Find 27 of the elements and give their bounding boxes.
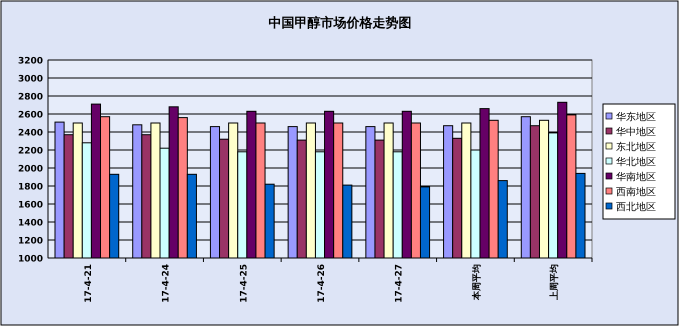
y-tick-label: 1400 (18, 218, 43, 228)
x-tick-label: 17-4-27 (394, 264, 405, 303)
legend-label: 华北地区 (616, 156, 656, 168)
legend-label: 华东地区 (616, 111, 656, 123)
y-tick-label: 2800 (18, 92, 43, 102)
chart-title: 中国甲醇市场价格走势图 (268, 15, 412, 31)
legend-label: 西南地区 (616, 186, 656, 198)
legend-label: 西北地区 (616, 201, 656, 213)
y-tick-label: 2600 (18, 110, 43, 120)
x-tick-label: 本周平均 (471, 264, 482, 301)
legend-label: 华南地区 (616, 171, 656, 183)
x-tick-label: 上周平均 (549, 264, 560, 301)
y-tick-label: 3000 (18, 74, 43, 84)
x-tick-label: 17-4-21 (84, 264, 94, 303)
y-tick-label: 2400 (18, 128, 43, 138)
y-tick-label: 2200 (18, 146, 43, 156)
x-tick-label: 17-4-26 (317, 264, 327, 303)
y-tick-label: 1800 (18, 182, 43, 192)
y-tick-label: 2000 (18, 164, 43, 174)
x-tick-label: 17-4-24 (162, 264, 172, 303)
y-tick-label: 3200 (18, 56, 43, 66)
legend-label: 华中地区 (616, 126, 656, 138)
x-tick-label: 17-4-25 (239, 264, 250, 303)
y-tick-label: 1600 (18, 200, 43, 210)
legend-label: 东北地区 (616, 141, 656, 153)
y-tick-label: 1200 (18, 236, 43, 246)
y-tick-label: 1000 (18, 254, 43, 264)
